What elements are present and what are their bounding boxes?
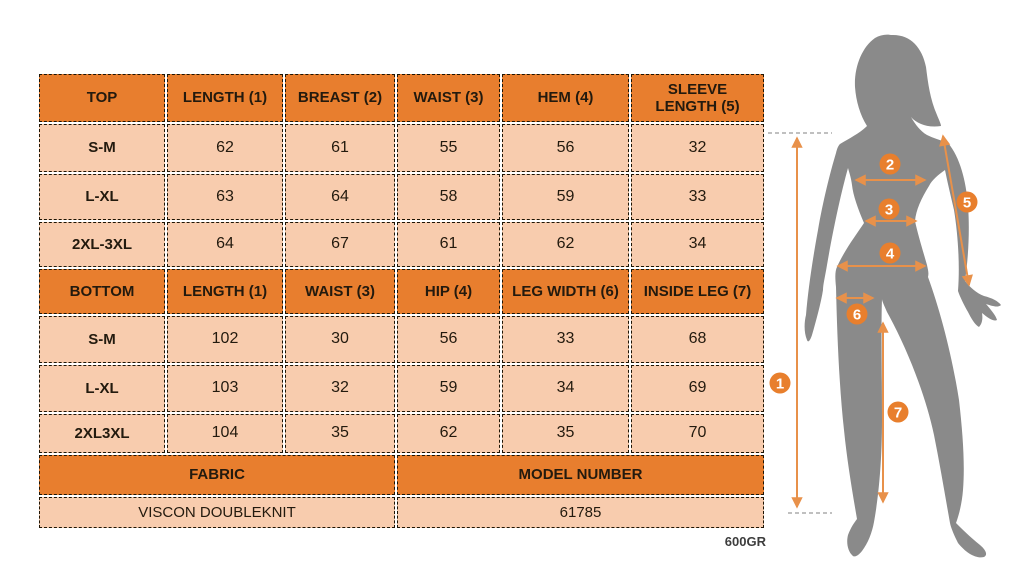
top-column-header: BREAST (2) [285, 74, 395, 122]
measurement-value: 58 [397, 174, 500, 220]
measurement-value: 59 [397, 365, 500, 412]
measurement-marker-5: 5 [956, 191, 978, 213]
measurement-value: 59 [502, 174, 629, 220]
measurement-value: 33 [502, 316, 629, 363]
fabric-header: FABRIC [39, 455, 395, 495]
size-label: S-M [39, 124, 165, 172]
bottom-section-header: BOTTOM [39, 269, 165, 314]
fabric-value: VISCON DOUBLEKNIT [39, 497, 395, 528]
measurement-marker-4: 4 [879, 242, 901, 264]
measurement-value: 67 [285, 222, 395, 267]
measurement-marker-2: 2 [879, 153, 901, 175]
table-row: 2XL3XL 104 35 62 35 70 [39, 414, 764, 453]
measurement-value: 56 [502, 124, 629, 172]
table-row: VISCON DOUBLEKNIT 61785 [39, 497, 764, 528]
top-column-header: LENGTH (1) [167, 74, 283, 122]
measurement-value: 34 [631, 222, 764, 267]
measurement-marker-7: 7 [887, 401, 909, 423]
svg-text:7: 7 [894, 404, 902, 421]
size-chart-table: TOP LENGTH (1) BREAST (2) WAIST (3) HEM (4) S… [37, 72, 766, 530]
measurement-value: 64 [167, 222, 283, 267]
table-row: TOP LENGTH (1) BREAST (2) WAIST (3) HEM (4) S… [39, 74, 764, 122]
measurement-value: 68 [631, 316, 764, 363]
fabric-weight-note: 600GR [724, 534, 766, 549]
measurement-figure: 1 2 3 4 5 6 7 [768, 25, 1024, 570]
measurement-value: 102 [167, 316, 283, 363]
measurement-value: 32 [631, 124, 764, 172]
measurement-value: 62 [167, 124, 283, 172]
size-label: L-XL [39, 365, 165, 412]
measurement-marker-1: 1 [769, 372, 791, 394]
measurement-value: 33 [631, 174, 764, 220]
svg-text:2: 2 [886, 156, 894, 173]
woman-silhouette-figure [804, 34, 1001, 558]
svg-text:5: 5 [963, 194, 971, 211]
top-column-header: SLEEVE LENGTH (5) [631, 74, 764, 122]
measurement-value: 64 [285, 174, 395, 220]
size-label: L-XL [39, 174, 165, 220]
svg-text:1: 1 [776, 375, 784, 392]
size-label: S-M [39, 316, 165, 363]
svg-text:4: 4 [886, 245, 895, 262]
measurement-value: 35 [285, 414, 395, 453]
measurement-value: 56 [397, 316, 500, 363]
table-row: L-XL 63 64 58 59 33 [39, 174, 764, 220]
measurement-value: 70 [631, 414, 764, 453]
size-label: 2XL3XL [39, 414, 165, 453]
table-row: BOTTOM LENGTH (1) WAIST (3) HIP (4) LEG WIDT… [39, 269, 764, 314]
top-section-header: TOP [39, 74, 165, 122]
measurement-value: 69 [631, 365, 764, 412]
measurement-marker-3: 3 [878, 198, 900, 220]
svg-text:6: 6 [853, 306, 861, 323]
table-row: FABRIC MODEL NUMBER [39, 455, 764, 495]
table-row: S-M 62 61 55 56 32 [39, 124, 764, 172]
measurement-marker-6: 6 [846, 303, 868, 325]
model-number-header: MODEL NUMBER [397, 455, 764, 495]
measurement-value: 34 [502, 365, 629, 412]
bottom-column-header: INSIDE LEG (7) [631, 269, 764, 314]
bottom-column-header: LENGTH (1) [167, 269, 283, 314]
measurement-value: 62 [397, 414, 500, 453]
top-column-header: WAIST (3) [397, 74, 500, 122]
measurement-value: 55 [397, 124, 500, 172]
size-label: 2XL-3XL [39, 222, 165, 267]
table-row: S-M 102 30 56 33 68 [39, 316, 764, 363]
bottom-column-header: HIP (4) [397, 269, 500, 314]
svg-text:3: 3 [885, 201, 893, 218]
measurement-value: 62 [502, 222, 629, 267]
measurement-value: 61 [285, 124, 395, 172]
bottom-column-header: LEG WIDTH (6) [502, 269, 629, 314]
measurement-value: 63 [167, 174, 283, 220]
measurement-value: 61 [397, 222, 500, 267]
measurement-arrow-sleeve [939, 134, 973, 287]
measurement-value: 32 [285, 365, 395, 412]
table-row: 2XL-3XL 64 67 61 62 34 [39, 222, 764, 267]
measurement-value: 103 [167, 365, 283, 412]
table-row: L-XL 103 32 59 34 69 [39, 365, 764, 412]
measurement-value: 35 [502, 414, 629, 453]
measurement-value: 104 [167, 414, 283, 453]
measurement-value: 30 [285, 316, 395, 363]
bottom-column-header: WAIST (3) [285, 269, 395, 314]
model-number-value: 61785 [397, 497, 764, 528]
top-column-header: HEM (4) [502, 74, 629, 122]
